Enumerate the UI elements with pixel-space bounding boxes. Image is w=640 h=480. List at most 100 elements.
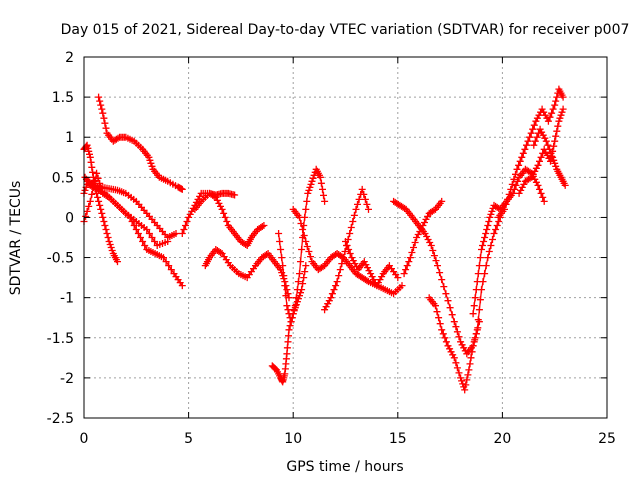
data-point	[178, 185, 186, 193]
data-point	[305, 248, 313, 255]
data-point	[414, 231, 422, 238]
data-point	[461, 347, 469, 355]
data-point	[492, 226, 500, 233]
data-point	[178, 230, 186, 237]
data-point	[559, 105, 567, 113]
data-point	[302, 238, 310, 245]
data-point	[316, 173, 324, 181]
data-point	[143, 226, 151, 233]
data-point	[96, 201, 104, 209]
data-point	[148, 162, 156, 170]
data-point	[280, 272, 288, 280]
data-point	[493, 222, 501, 229]
data-point	[485, 218, 493, 225]
data-point	[543, 151, 551, 159]
y-axis-label: SDTVAR / TECUs	[8, 181, 24, 296]
data-point	[519, 149, 527, 157]
series-track-i	[268, 262, 310, 386]
data-point	[541, 134, 549, 142]
data-point	[510, 175, 518, 183]
data-point	[435, 314, 443, 322]
data-point	[364, 264, 371, 272]
data-point	[527, 129, 535, 137]
series-line	[428, 217, 501, 393]
data-point	[504, 195, 512, 203]
data-point	[516, 157, 524, 165]
data-point	[191, 201, 199, 209]
data-series	[80, 85, 569, 394]
data-point	[324, 300, 332, 308]
data-point	[490, 230, 498, 237]
data-point	[421, 230, 429, 237]
data-point	[290, 306, 298, 314]
data-point	[434, 262, 441, 270]
data-point	[351, 260, 359, 268]
data-point	[447, 348, 455, 356]
data-point	[507, 185, 515, 193]
series-track-g	[191, 189, 268, 249]
data-point	[339, 254, 347, 262]
data-point	[480, 238, 488, 245]
data-point	[406, 254, 414, 262]
data-point	[343, 242, 351, 249]
data-point	[541, 111, 549, 119]
data-point	[100, 114, 108, 122]
data-point	[427, 242, 435, 249]
data-point	[552, 162, 560, 170]
data-point	[550, 142, 558, 150]
data-point	[101, 119, 109, 127]
data-point	[520, 180, 528, 188]
data-point	[452, 359, 460, 367]
data-point	[365, 267, 373, 275]
data-point	[424, 236, 432, 243]
data-point	[509, 189, 517, 197]
data-point	[442, 338, 450, 346]
data-point	[474, 270, 482, 278]
data-point	[403, 262, 411, 270]
data-point	[543, 114, 551, 122]
data-point	[308, 177, 316, 185]
data-point	[293, 298, 301, 306]
x-tick-label: 15	[389, 431, 407, 447]
data-point	[526, 133, 534, 141]
data-point	[537, 153, 545, 161]
data-point	[466, 360, 474, 368]
data-point	[475, 306, 483, 314]
data-point	[99, 109, 107, 117]
data-point	[332, 282, 340, 290]
data-point	[470, 338, 478, 346]
data-point	[518, 183, 526, 191]
data-point	[296, 270, 303, 278]
data-point	[469, 310, 477, 318]
data-point	[453, 364, 461, 372]
data-point	[465, 366, 473, 374]
y-tick-label: 1.5	[52, 90, 74, 106]
data-point	[317, 179, 325, 187]
y-tick-label: -1	[60, 291, 74, 307]
data-point	[83, 141, 91, 149]
chart-title: Day 015 of 2021, Sidereal Day-to-day VTE…	[61, 22, 630, 38]
data-point	[355, 195, 363, 203]
data-point	[297, 289, 304, 297]
data-point	[548, 152, 556, 160]
data-point	[484, 222, 492, 229]
data-point	[258, 223, 266, 230]
data-point	[141, 242, 149, 249]
data-point	[180, 226, 188, 233]
data-point	[86, 150, 93, 158]
data-point	[297, 220, 305, 227]
data-point	[426, 239, 434, 246]
data-point	[283, 302, 291, 310]
data-point	[96, 179, 104, 187]
data-point	[103, 230, 111, 237]
data-point	[95, 197, 103, 205]
data-point	[446, 345, 454, 353]
data-point	[349, 218, 357, 225]
series-track-o	[400, 197, 446, 278]
data-point	[178, 282, 186, 290]
data-point	[432, 302, 439, 310]
data-point	[104, 192, 111, 200]
data-point	[182, 222, 189, 229]
data-point	[278, 254, 286, 262]
data-point	[362, 261, 370, 269]
